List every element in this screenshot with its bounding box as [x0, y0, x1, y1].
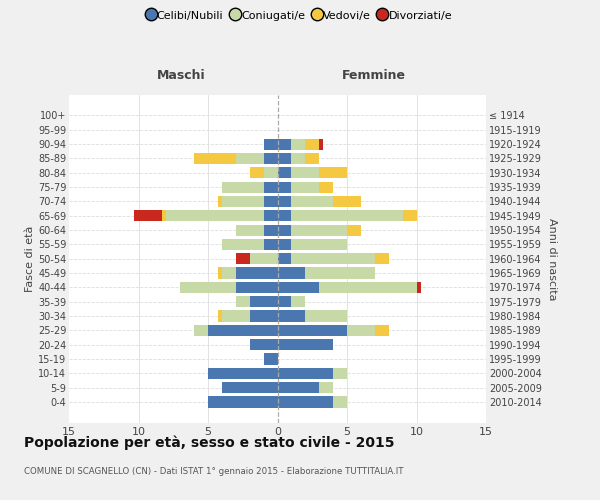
Bar — [263, 210, 277, 222]
Bar — [292, 182, 319, 192]
Bar — [292, 296, 305, 308]
Bar — [347, 325, 375, 336]
Bar — [263, 138, 277, 149]
Bar — [194, 153, 236, 164]
Bar — [277, 239, 292, 250]
Bar — [277, 310, 305, 322]
Bar — [263, 182, 277, 192]
Bar — [292, 138, 305, 149]
Bar — [222, 196, 263, 207]
Bar — [236, 282, 277, 293]
Bar — [292, 239, 347, 250]
Bar — [375, 253, 389, 264]
Bar — [403, 210, 416, 222]
Bar — [250, 167, 263, 178]
Bar — [347, 224, 361, 235]
Bar — [236, 153, 263, 164]
Bar — [194, 325, 208, 336]
Bar — [263, 224, 277, 235]
Y-axis label: Fasce di età: Fasce di età — [25, 226, 35, 292]
Bar — [134, 210, 162, 222]
Bar — [277, 167, 292, 178]
Bar — [305, 153, 319, 164]
Bar — [333, 196, 361, 207]
Bar — [277, 296, 292, 308]
Bar — [180, 282, 236, 293]
Bar — [292, 210, 403, 222]
Bar — [208, 396, 277, 407]
Bar — [292, 153, 305, 164]
Bar — [277, 182, 292, 192]
Bar — [250, 339, 277, 350]
Bar — [250, 310, 277, 322]
Bar — [222, 310, 250, 322]
Bar — [277, 268, 305, 278]
Bar — [277, 153, 292, 164]
Bar — [218, 310, 222, 322]
Bar — [305, 310, 347, 322]
Bar — [277, 396, 333, 407]
Bar — [166, 210, 263, 222]
Bar — [236, 224, 263, 235]
Y-axis label: Anni di nascita: Anni di nascita — [547, 218, 557, 300]
Bar — [416, 282, 421, 293]
Bar — [277, 196, 292, 207]
Bar — [319, 182, 333, 192]
Text: Maschi: Maschi — [157, 70, 206, 82]
Bar — [292, 224, 347, 235]
Bar — [305, 268, 375, 278]
Bar — [250, 253, 277, 264]
Bar — [277, 138, 292, 149]
Bar — [277, 210, 292, 222]
Bar — [236, 296, 250, 308]
Bar — [319, 282, 416, 293]
Bar — [277, 325, 347, 336]
Text: COMUNE DI SCAGNELLO (CN) - Dati ISTAT 1° gennaio 2015 - Elaborazione TUTTITALIA.: COMUNE DI SCAGNELLO (CN) - Dati ISTAT 1°… — [24, 468, 404, 476]
Bar — [208, 325, 277, 336]
Bar — [375, 325, 389, 336]
Bar — [277, 282, 319, 293]
Bar — [333, 396, 347, 407]
Bar — [236, 253, 250, 264]
Bar — [292, 167, 319, 178]
Legend: Celibi/Nubili, Coniugati/e, Vedovi/e, Divorziati/e: Celibi/Nubili, Coniugati/e, Vedovi/e, Di… — [143, 6, 457, 25]
Bar — [250, 296, 277, 308]
Bar — [319, 167, 347, 178]
Bar — [277, 382, 319, 394]
Bar — [222, 382, 277, 394]
Bar — [222, 268, 236, 278]
Bar — [208, 368, 277, 379]
Bar — [292, 253, 375, 264]
Bar — [305, 138, 319, 149]
Bar — [263, 196, 277, 207]
Bar — [277, 339, 333, 350]
Bar — [319, 138, 323, 149]
Bar — [222, 239, 263, 250]
Bar — [277, 368, 333, 379]
Bar — [277, 253, 292, 264]
Bar — [218, 196, 222, 207]
Text: Popolazione per età, sesso e stato civile - 2015: Popolazione per età, sesso e stato civil… — [24, 435, 395, 450]
Bar — [263, 239, 277, 250]
Bar — [222, 182, 263, 192]
Bar — [319, 382, 333, 394]
Bar — [277, 224, 292, 235]
Bar — [292, 196, 333, 207]
Bar — [333, 368, 347, 379]
Bar — [236, 268, 277, 278]
Bar — [218, 268, 222, 278]
Bar — [263, 153, 277, 164]
Bar — [162, 210, 166, 222]
Bar — [263, 354, 277, 364]
Text: Femmine: Femmine — [341, 70, 406, 82]
Bar — [263, 167, 277, 178]
